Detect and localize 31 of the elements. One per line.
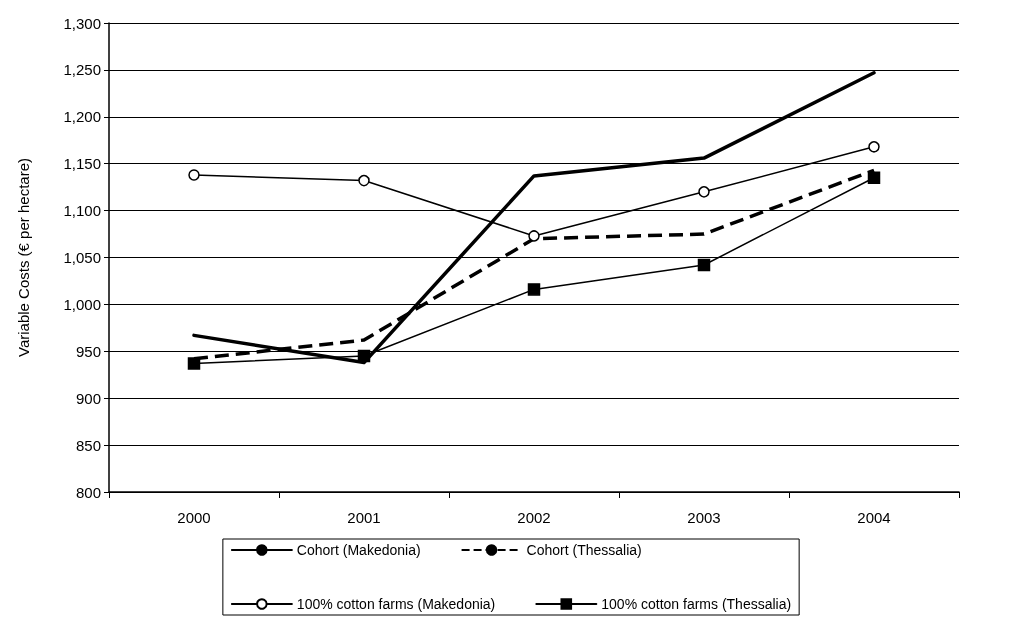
point — [527, 283, 541, 296]
legend-label: 100% cotton farms (Thessalia) — [601, 596, 792, 612]
x-tick-label: 2004 — [857, 509, 891, 526]
point — [187, 357, 201, 370]
legend-label: Cohort (Thessalia) — [526, 542, 642, 558]
y-tick-label: 1,000 — [63, 295, 101, 313]
y-tick-label: 1,250 — [63, 61, 101, 79]
y-tick-label: 900 — [75, 389, 101, 407]
x-tick-label: 2001 — [347, 509, 381, 526]
legend-label: Cohort (Makedonia) — [296, 542, 421, 558]
y-tick-label: 800 — [75, 483, 101, 501]
point — [697, 258, 711, 272]
y-tick-label: 1,200 — [63, 108, 101, 126]
point — [357, 349, 371, 363]
point — [868, 141, 880, 153]
y-tick-label: 850 — [75, 436, 101, 454]
x-tick-label: 2003 — [687, 509, 721, 526]
y-tick-label: 1,300 — [63, 14, 101, 32]
legend-label: 100% cotton farms (Makedonia) — [296, 596, 496, 612]
point — [528, 230, 540, 242]
point — [358, 174, 370, 187]
y-axis-title: Variable Costs (€ per hectare) — [15, 158, 32, 357]
point — [867, 171, 881, 185]
y-tick-label: 1,100 — [63, 202, 101, 220]
y-tick-label: 950 — [75, 342, 101, 360]
x-tick-label: 2002 — [517, 509, 551, 526]
y-tick-label: 1,150 — [63, 155, 101, 173]
x-tick-label: 2000 — [177, 509, 211, 526]
point — [698, 186, 710, 198]
y-tick-label: 1,050 — [63, 249, 101, 266]
point — [188, 169, 200, 181]
